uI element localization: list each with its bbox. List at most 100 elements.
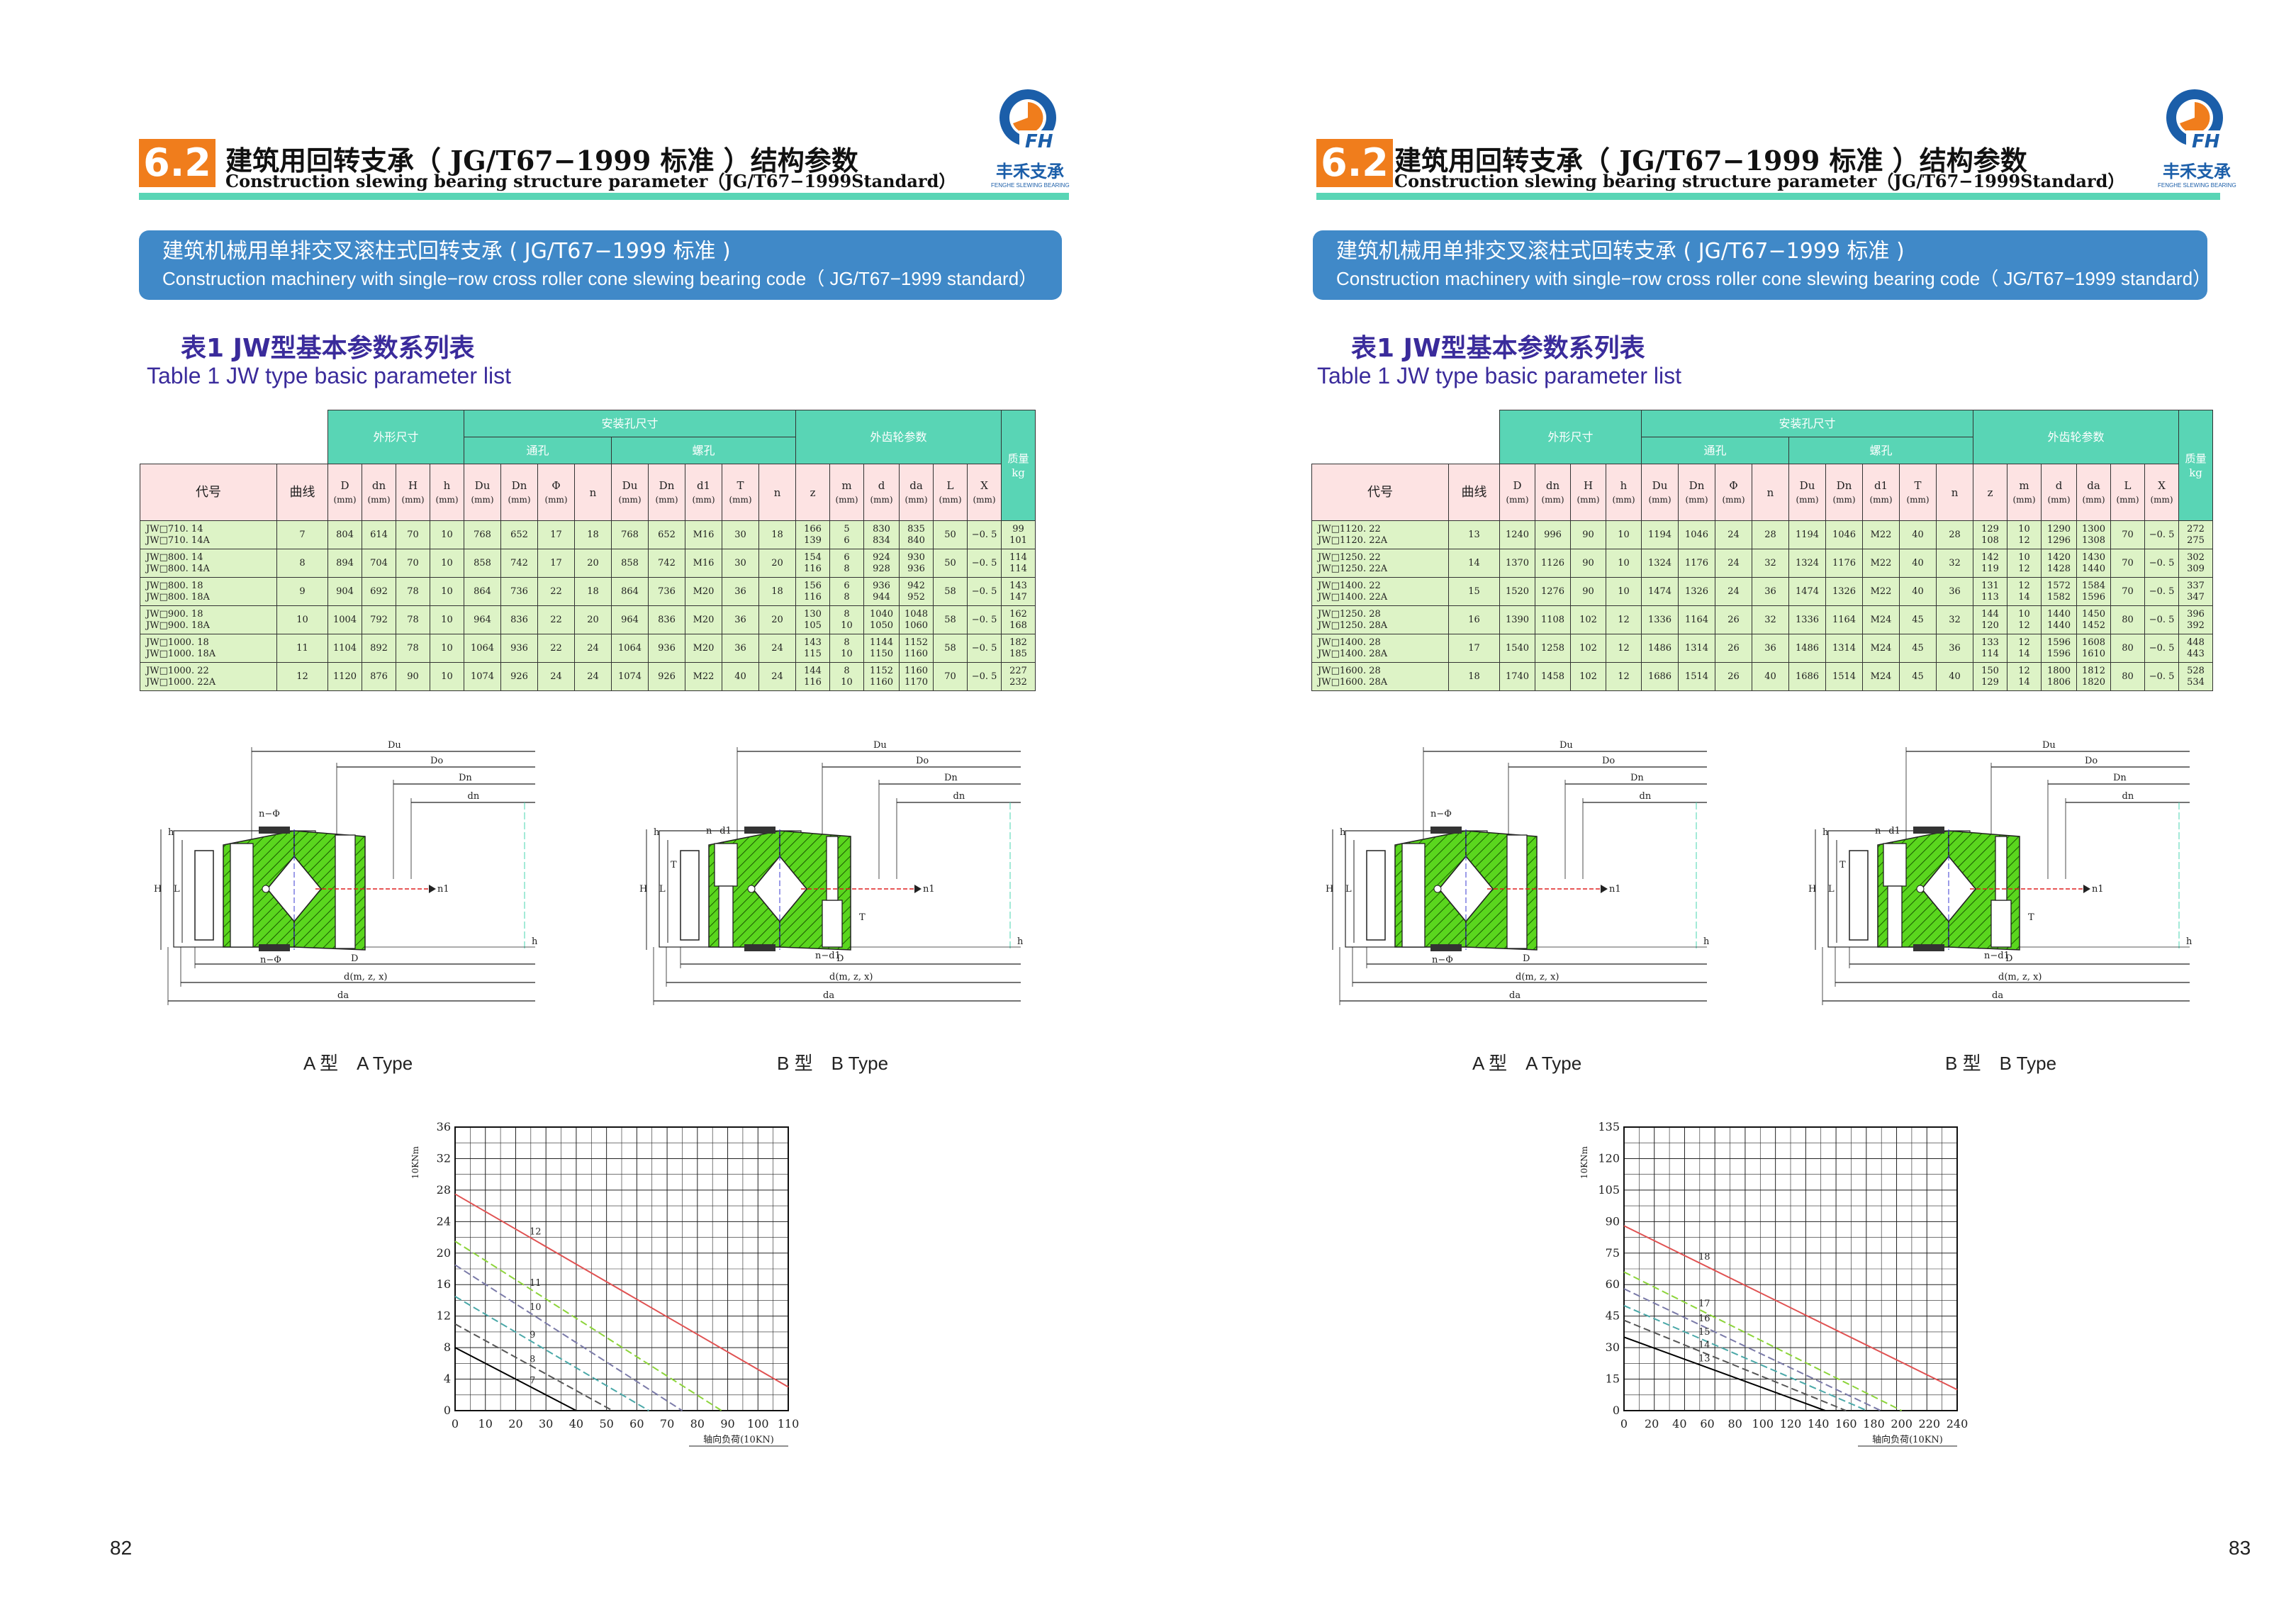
column-symbol: T <box>737 478 744 492</box>
dimension-label-l: L <box>1828 884 1835 895</box>
gear-value: 133 <box>1981 637 1999 648</box>
logo-name-en: FENGHE SLEWING BEARING <box>2158 182 2236 189</box>
value-cell: 1126 <box>1535 549 1571 578</box>
value-cell: 18 <box>574 577 612 606</box>
column-header: Φ (mm) <box>1715 464 1753 521</box>
gear-value-cell: 143 115 <box>795 634 831 663</box>
value-cell: 12 <box>1605 634 1642 663</box>
value-cell: 1164 <box>1825 605 1864 634</box>
gear-value-cell: 1584 1596 <box>2076 577 2112 606</box>
column-header: n <box>574 464 612 521</box>
column-header: Dn (mm) <box>1825 464 1864 521</box>
dimension-label-da: da <box>1992 990 2003 1001</box>
series-line <box>1623 1271 1903 1411</box>
weight-value: 534 <box>2187 676 2205 688</box>
column-symbol: H <box>408 478 418 492</box>
y-tick-label: 60 <box>1606 1277 1620 1291</box>
value-cell: 1240 <box>1499 520 1535 549</box>
value-cell: 1486 <box>1641 634 1679 663</box>
type-a-drawing: Du Do Dn dn H Lh n−Φ n−Φ n1 h Dd(m, z, x) da <box>1326 740 1710 1005</box>
column-unit: (mm) <box>2047 494 2071 505</box>
gear-value: 12 <box>2018 534 2030 546</box>
dimension-label-du: Du <box>388 740 401 751</box>
model-code-cell: JW□710. 14 JW□710. 14A <box>140 520 277 549</box>
type-a-drawing: Du Do Dn dn H Lh n−Φ n−Φ n1 h Dd(m, z, x) da <box>154 740 538 1005</box>
gear-value-cell: 12 14 <box>2007 662 2042 691</box>
series-line <box>454 1296 649 1411</box>
column-header: d (mm) <box>2041 464 2078 521</box>
weight-value: 528 <box>2187 665 2205 676</box>
value-cell: 36 <box>1752 577 1790 606</box>
column-unit: (mm) <box>2150 494 2173 505</box>
column-symbol: da <box>909 478 923 492</box>
dimension-label-dn: dn <box>468 791 480 802</box>
column-symbol: H <box>1583 478 1594 492</box>
model-code: JW□1600. 28 <box>1318 665 1381 676</box>
x-tick-label: 40 <box>1672 1417 1686 1430</box>
value-cell: 26 <box>1715 605 1753 634</box>
gear-value: 1596 <box>2081 591 2106 603</box>
gear-value: 1152 <box>869 665 894 676</box>
weight-cell: 302 309 <box>2178 549 2214 578</box>
model-code-cell: JW□1600. 28 JW□1600. 28A <box>1311 662 1449 691</box>
model-code: JW□800. 18A <box>146 591 210 603</box>
value-cell: 1324 <box>1641 549 1679 578</box>
parameter-table: 外形尺寸 安装孔尺寸 外齿轮参数 质量 kg 通孔 螺孔 代号 曲线 D (mm) dn (mm) H (m… <box>140 410 1073 691</box>
column-unit: (mm) <box>367 494 391 505</box>
column-symbol: D <box>1513 478 1522 492</box>
weight-cell: 99 101 <box>1001 520 1036 549</box>
x-tick-label: 60 <box>1700 1417 1714 1430</box>
column-symbol: d1 <box>1874 478 1888 492</box>
company-logo: FH 丰禾支承 FENGHE SLEWING BEARING <box>991 85 1070 189</box>
value-cell: 1120 <box>327 662 362 691</box>
value-cell: 894 <box>327 549 362 578</box>
right-page: 6.2 建筑用回转支承（ JG/T67−1999 标准 ）结构参数 Constr… <box>1148 0 2296 1624</box>
gear-value-cell: 10 12 <box>2007 520 2042 549</box>
gear-value: 930 <box>907 551 925 563</box>
model-code: JW□900. 18 <box>146 608 203 620</box>
section-number: 6.2 <box>1316 139 1393 187</box>
column-header: Dn (mm) <box>500 464 539 521</box>
model-code: JW□710. 14 <box>146 523 203 534</box>
gear-value: 1608 <box>2081 637 2106 648</box>
dimension-label-dn: dn <box>1640 791 1652 802</box>
model-code: JW□1000. 18 <box>146 637 209 648</box>
value-cell: 40 <box>1752 662 1790 691</box>
y-axis-label: 10KNm <box>1579 1146 1589 1179</box>
value-cell: 32 <box>1752 605 1790 634</box>
x-tick-label: 70 <box>660 1417 674 1430</box>
section-title-en: Construction slewing bearing structure p… <box>225 171 956 191</box>
through-hole <box>1401 843 1426 948</box>
value-cell: 50 <box>933 520 968 549</box>
value-cell: 45 <box>1899 634 1937 663</box>
gear-value: 10 <box>2018 551 2030 563</box>
value-cell: 28 <box>1752 520 1790 549</box>
gear-value-cell: 930 936 <box>899 549 934 578</box>
banner-title-cn: 建筑机械用单排交叉滚柱式回转支承 ( JG/T67−1999 标准 ) <box>1336 239 1905 264</box>
value-cell: 858 <box>611 549 649 578</box>
gear-value: 150 <box>1981 665 1999 676</box>
gear-value-cell: 150 129 <box>1973 662 2008 691</box>
y-tick-label: 15 <box>1606 1372 1620 1386</box>
gear-value: 143 <box>804 637 822 648</box>
series-line <box>1623 1225 1958 1391</box>
type-b-drawing: Du Do Dn dn H Lh n−d1 n−d1 T Tn1 h Dd(m, z, x) da <box>639 740 1024 1005</box>
gear-value-cell: 1572 1582 <box>2041 577 2078 606</box>
value-cell: 22 <box>537 634 576 663</box>
seal <box>1913 827 1944 834</box>
table-row: JW□1000. 22 JW□1000. 22A 12 1120 876 90 10 1074… <box>140 662 1073 691</box>
column-header: X (mm) <box>2144 464 2180 521</box>
gear-value: 1290 <box>2046 523 2071 534</box>
series-line <box>454 1264 683 1411</box>
gear-value: 1596 <box>2046 648 2071 659</box>
value-cell: 90 <box>1570 520 1606 549</box>
model-code: JW□800. 18 <box>146 580 203 591</box>
gear-value: 116 <box>804 591 822 603</box>
dimension-label-h-right: h <box>532 936 538 947</box>
gear-value: 12 <box>2018 637 2030 648</box>
label-n-phi-bottom: n−Φ <box>260 955 281 965</box>
column-symbol: Du <box>474 478 491 492</box>
value-cell: −0. 5 <box>2144 577 2180 606</box>
dimension-label-da: da <box>1509 990 1521 1001</box>
gear-value: 1440 <box>2046 620 2071 631</box>
